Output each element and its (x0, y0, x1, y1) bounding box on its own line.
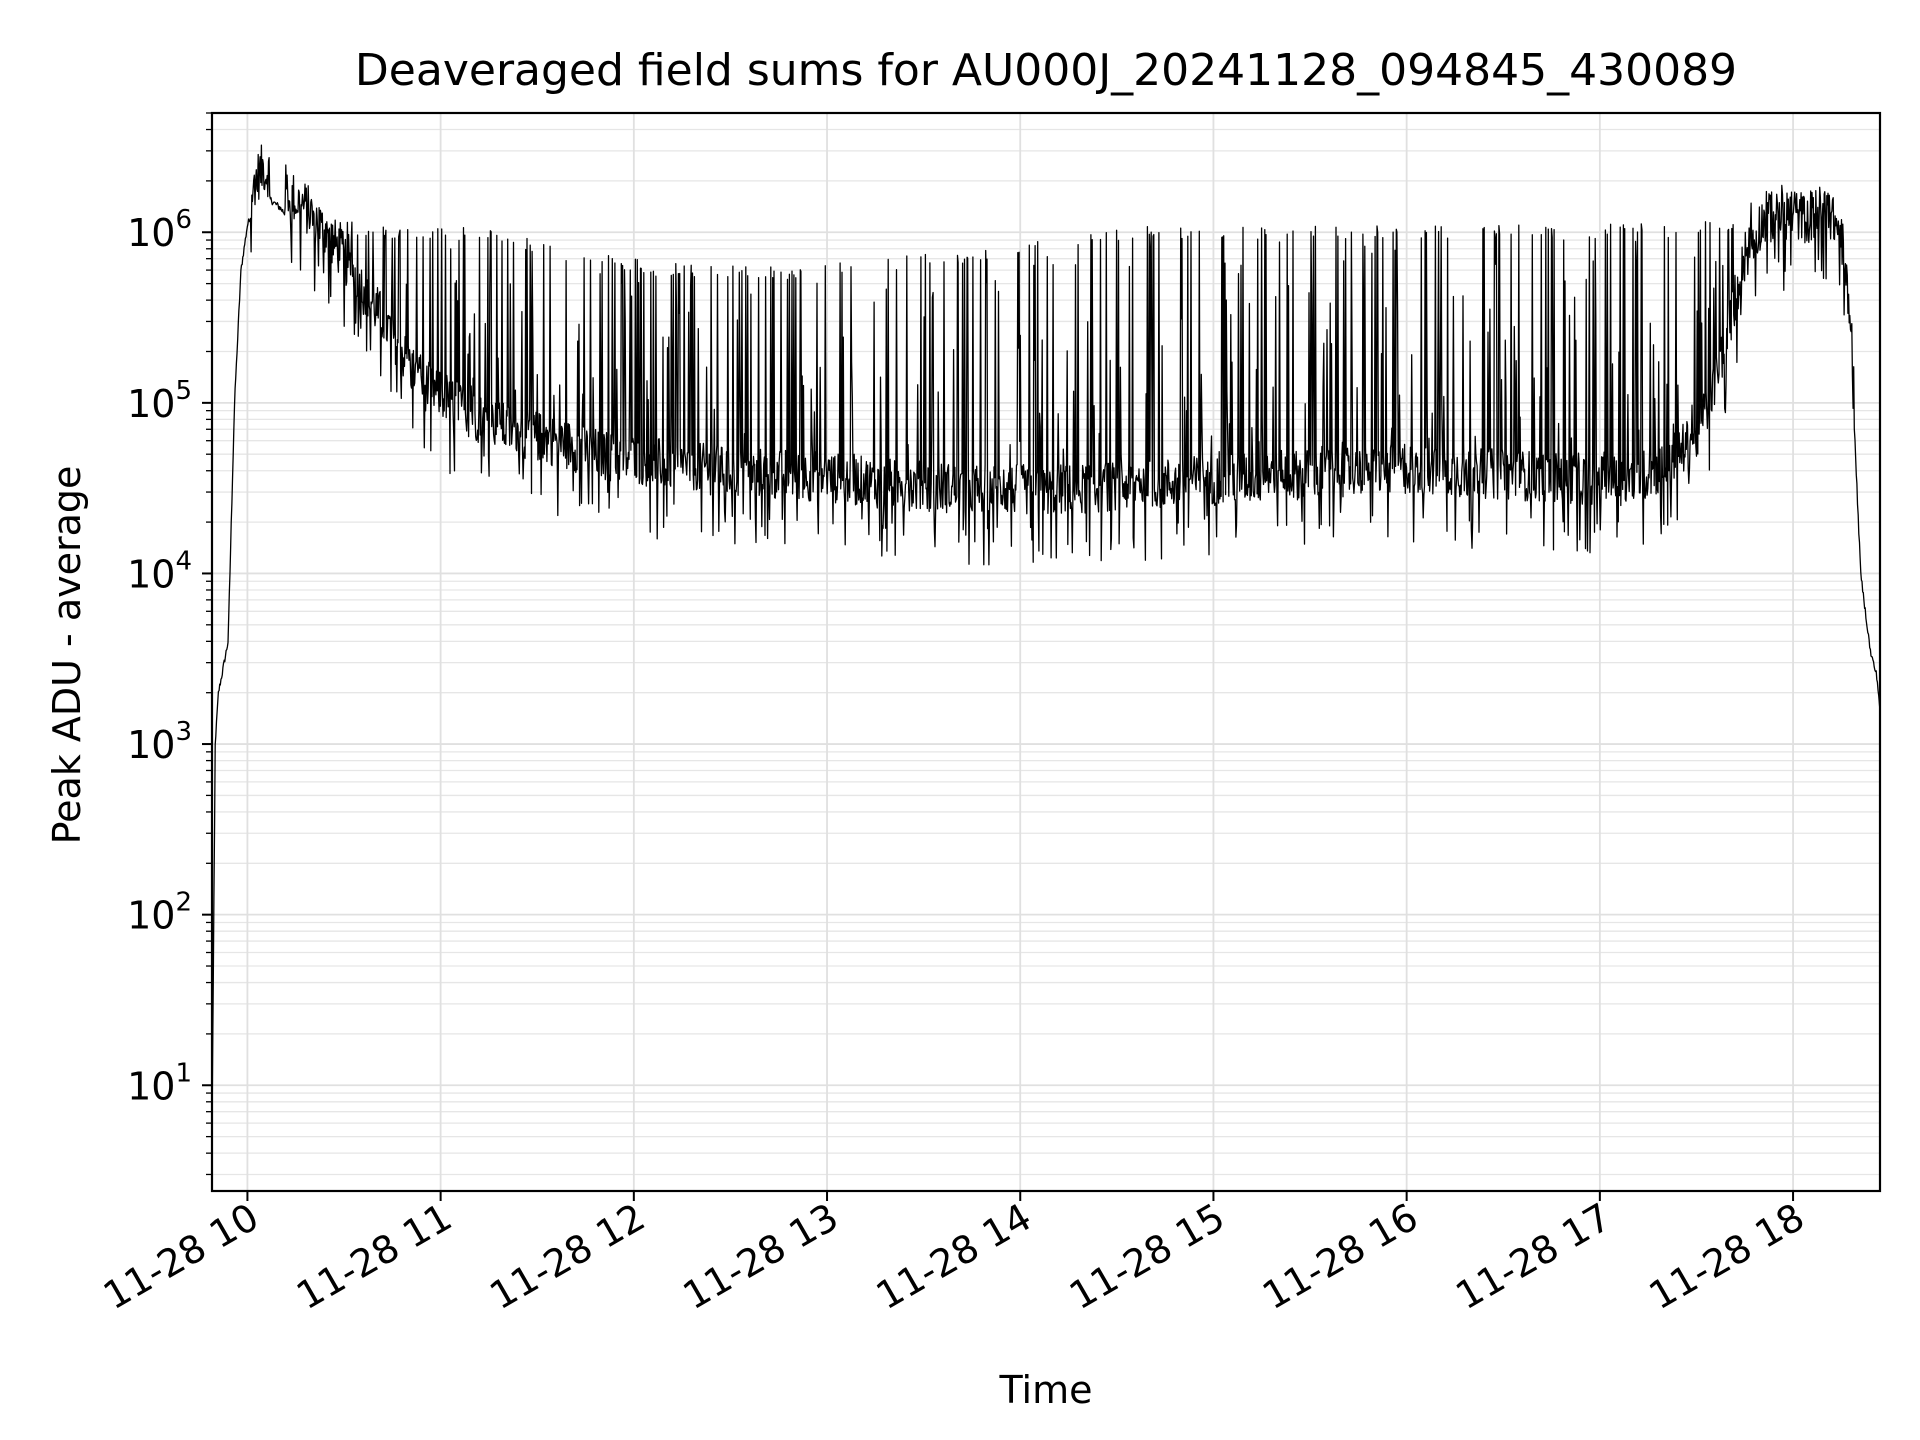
x-axis-label: Time (999, 1368, 1093, 1412)
y-axis-label: Peak ADU - average (45, 466, 89, 845)
series-line (211, 144, 1881, 1136)
plot-frame (210, 111, 1882, 1193)
y-tick-exponent: 2 (175, 888, 192, 918)
series-layer (211, 144, 1881, 1136)
y-tick-exponent: 3 (175, 717, 192, 747)
y-tick-exponent: 4 (175, 546, 192, 576)
minor-gridlines (212, 112, 1880, 1176)
y-tick-exponent: 5 (175, 376, 192, 406)
y-tick-exponent: 6 (175, 205, 192, 235)
y-tick-exponent: 1 (175, 1058, 192, 1088)
chart-title: Deaveraged field sums for AU000J_2024112… (355, 45, 1737, 96)
